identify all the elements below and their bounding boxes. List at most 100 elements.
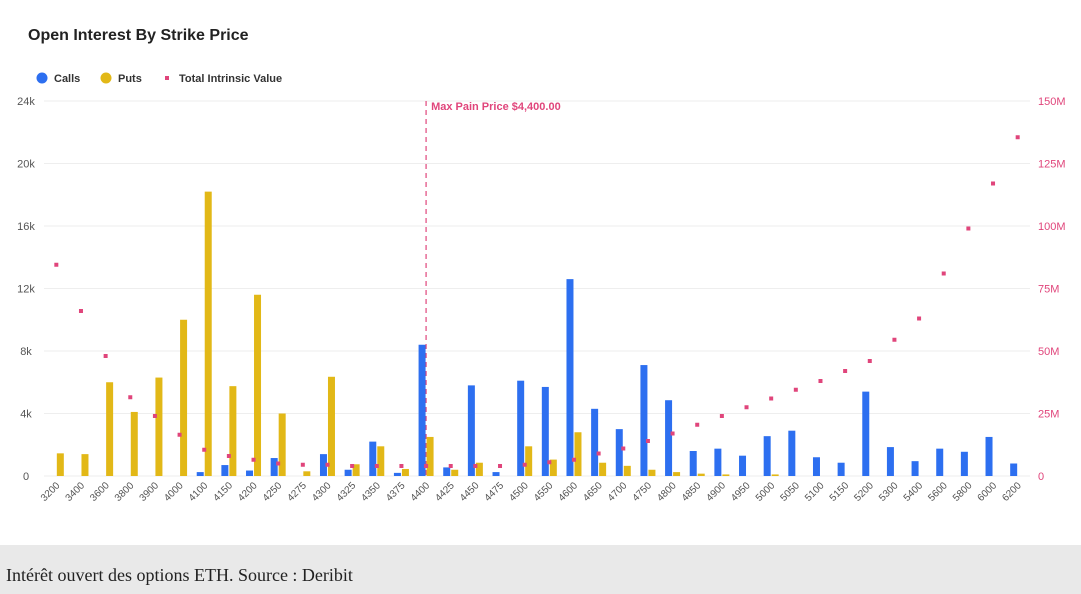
x-tick-label: 6000 <box>976 480 1000 504</box>
calls-bar-4650 <box>591 408 599 476</box>
intrinsic-point-4375 <box>399 464 404 468</box>
puts-bar-4550 <box>549 459 557 476</box>
caption-bar: Intérêt ouvert des options ETH. Source :… <box>0 545 1081 594</box>
x-tick-label: 4700 <box>606 480 630 504</box>
calls-bar-4150 <box>221 465 229 476</box>
puts-bar-4300 <box>327 376 335 476</box>
calls-bar-5300 <box>886 447 894 476</box>
chart-svg: Open Interest By Strike Price Calls Puts T… <box>17 27 1065 504</box>
calls-bar-5100 <box>812 457 820 476</box>
x-tick-label: 4500 <box>507 480 531 504</box>
x-tick-label: 5000 <box>754 480 778 504</box>
calls-bar-4950 <box>739 455 747 476</box>
intrinsic-point-4800 <box>670 431 675 436</box>
x-tick-label: 4550 <box>532 480 556 504</box>
chart-bars <box>56 191 1018 476</box>
chart-axes: 0 0 4k 25M 8k 50M 12k 75M 16k 100M 20k 125M 24k 150M 3… <box>17 96 1065 504</box>
puts-bar-4100 <box>204 191 212 476</box>
x-tick-label: 4100 <box>187 480 211 504</box>
calls-bar-5200 <box>862 391 870 476</box>
y-right-tick-label: 75M <box>1038 284 1059 296</box>
intrinsic-point-5300 <box>892 337 897 342</box>
calls-bar-6000 <box>985 436 993 476</box>
calls-bar-4425 <box>443 467 451 476</box>
puts-bar-4400 <box>426 436 434 476</box>
x-tick-label: 4650 <box>581 480 605 504</box>
puts-bar-3800 <box>130 411 138 476</box>
x-tick-label: 4250 <box>261 480 285 504</box>
legend-label-0: Calls <box>54 73 80 85</box>
y-right-tick-label: 100M <box>1038 221 1066 233</box>
calls-bar-4475 <box>492 472 500 476</box>
intrinsic-point-5150 <box>843 369 848 373</box>
x-tick-label: 4800 <box>655 480 679 504</box>
puts-bar-4250 <box>278 413 286 476</box>
puts-bar-4000 <box>180 319 188 476</box>
x-tick-label: 4450 <box>458 480 482 504</box>
legend-item-0: Calls <box>36 72 80 85</box>
intrinsic-point-5800 <box>966 226 971 231</box>
calls-bar-4900 <box>714 448 722 476</box>
max-pain-label: Max Pain Price $4,400.00 <box>431 101 561 113</box>
calls-bar-6200 <box>1010 463 1018 476</box>
x-tick-label: 4325 <box>335 480 359 504</box>
x-tick-label: 4600 <box>557 480 581 504</box>
calls-bar-4700 <box>615 429 623 476</box>
puts-bar-4275 <box>303 471 311 476</box>
x-tick-label: 4850 <box>680 480 704 504</box>
intrinsic-point-4400 <box>424 464 429 468</box>
x-tick-label: 4275 <box>285 480 309 504</box>
y-left-tick-label: 24k <box>17 96 35 108</box>
puts-bar-4800 <box>673 472 681 476</box>
intrinsic-point-4150 <box>226 454 231 458</box>
y-left-tick-label: 0 <box>23 471 29 483</box>
x-tick-label: 5300 <box>877 480 901 504</box>
intrinsic-point-5400 <box>917 316 922 321</box>
legend-label-2: Total Intrinsic Value <box>179 73 282 85</box>
calls-bar-4450 <box>467 385 475 476</box>
puts-bar-4850 <box>697 473 705 476</box>
intrinsic-point-4250 <box>276 461 281 466</box>
y-left-tick-label: 12k <box>17 284 35 296</box>
intrinsic-point-4850 <box>695 422 700 427</box>
intrinsic-point-4550 <box>547 460 552 465</box>
figure-caption: Intérêt ouvert des options ETH. Source :… <box>6 565 353 585</box>
chart-points <box>54 135 1020 468</box>
x-tick-label: 4425 <box>433 480 457 504</box>
chart-legend: Calls Puts Total Intrinsic Value <box>36 72 282 85</box>
intrinsic-point-3200 <box>54 262 59 267</box>
puts-bar-4600 <box>574 432 582 476</box>
calls-bar-4375 <box>393 472 401 476</box>
intrinsic-point-5050 <box>793 387 798 392</box>
puts-bar-4700 <box>623 465 631 476</box>
y-left-tick-label: 16k <box>17 221 35 233</box>
legend-swatch-1 <box>100 72 112 84</box>
calls-bar-5600 <box>936 448 944 476</box>
intrinsic-point-4650 <box>596 451 601 456</box>
x-tick-label: 5800 <box>951 480 975 504</box>
calls-bar-5050 <box>788 430 796 476</box>
intrinsic-point-4750 <box>645 439 650 443</box>
x-tick-label: 6200 <box>1000 480 1024 504</box>
intrinsic-point-6200 <box>1015 135 1020 140</box>
chart-annotations: Max Pain Price $4,400.00 <box>425 101 561 476</box>
y-left-tick-label: 8k <box>20 346 32 358</box>
y-left-tick-label: 4k <box>20 409 32 421</box>
x-tick-label: 4750 <box>631 480 655 504</box>
intrinsic-point-3800 <box>128 395 133 400</box>
intrinsic-point-4275 <box>300 462 305 467</box>
intrinsic-point-5000 <box>769 396 774 401</box>
legend-swatch-0 <box>36 72 48 84</box>
x-tick-label: 5600 <box>926 480 950 504</box>
intrinsic-point-4475 <box>498 464 503 468</box>
puts-bar-4750 <box>648 469 656 476</box>
calls-bar-4400 <box>418 344 426 476</box>
x-tick-label: 5200 <box>852 480 876 504</box>
x-tick-label: 5050 <box>778 480 802 504</box>
calls-bar-5800 <box>960 451 968 476</box>
legend-swatch-2 <box>165 76 169 80</box>
intrinsic-point-4000 <box>177 432 182 437</box>
intrinsic-point-4425 <box>448 464 453 468</box>
puts-bar-4375 <box>401 468 409 476</box>
calls-bar-4350 <box>369 441 377 476</box>
